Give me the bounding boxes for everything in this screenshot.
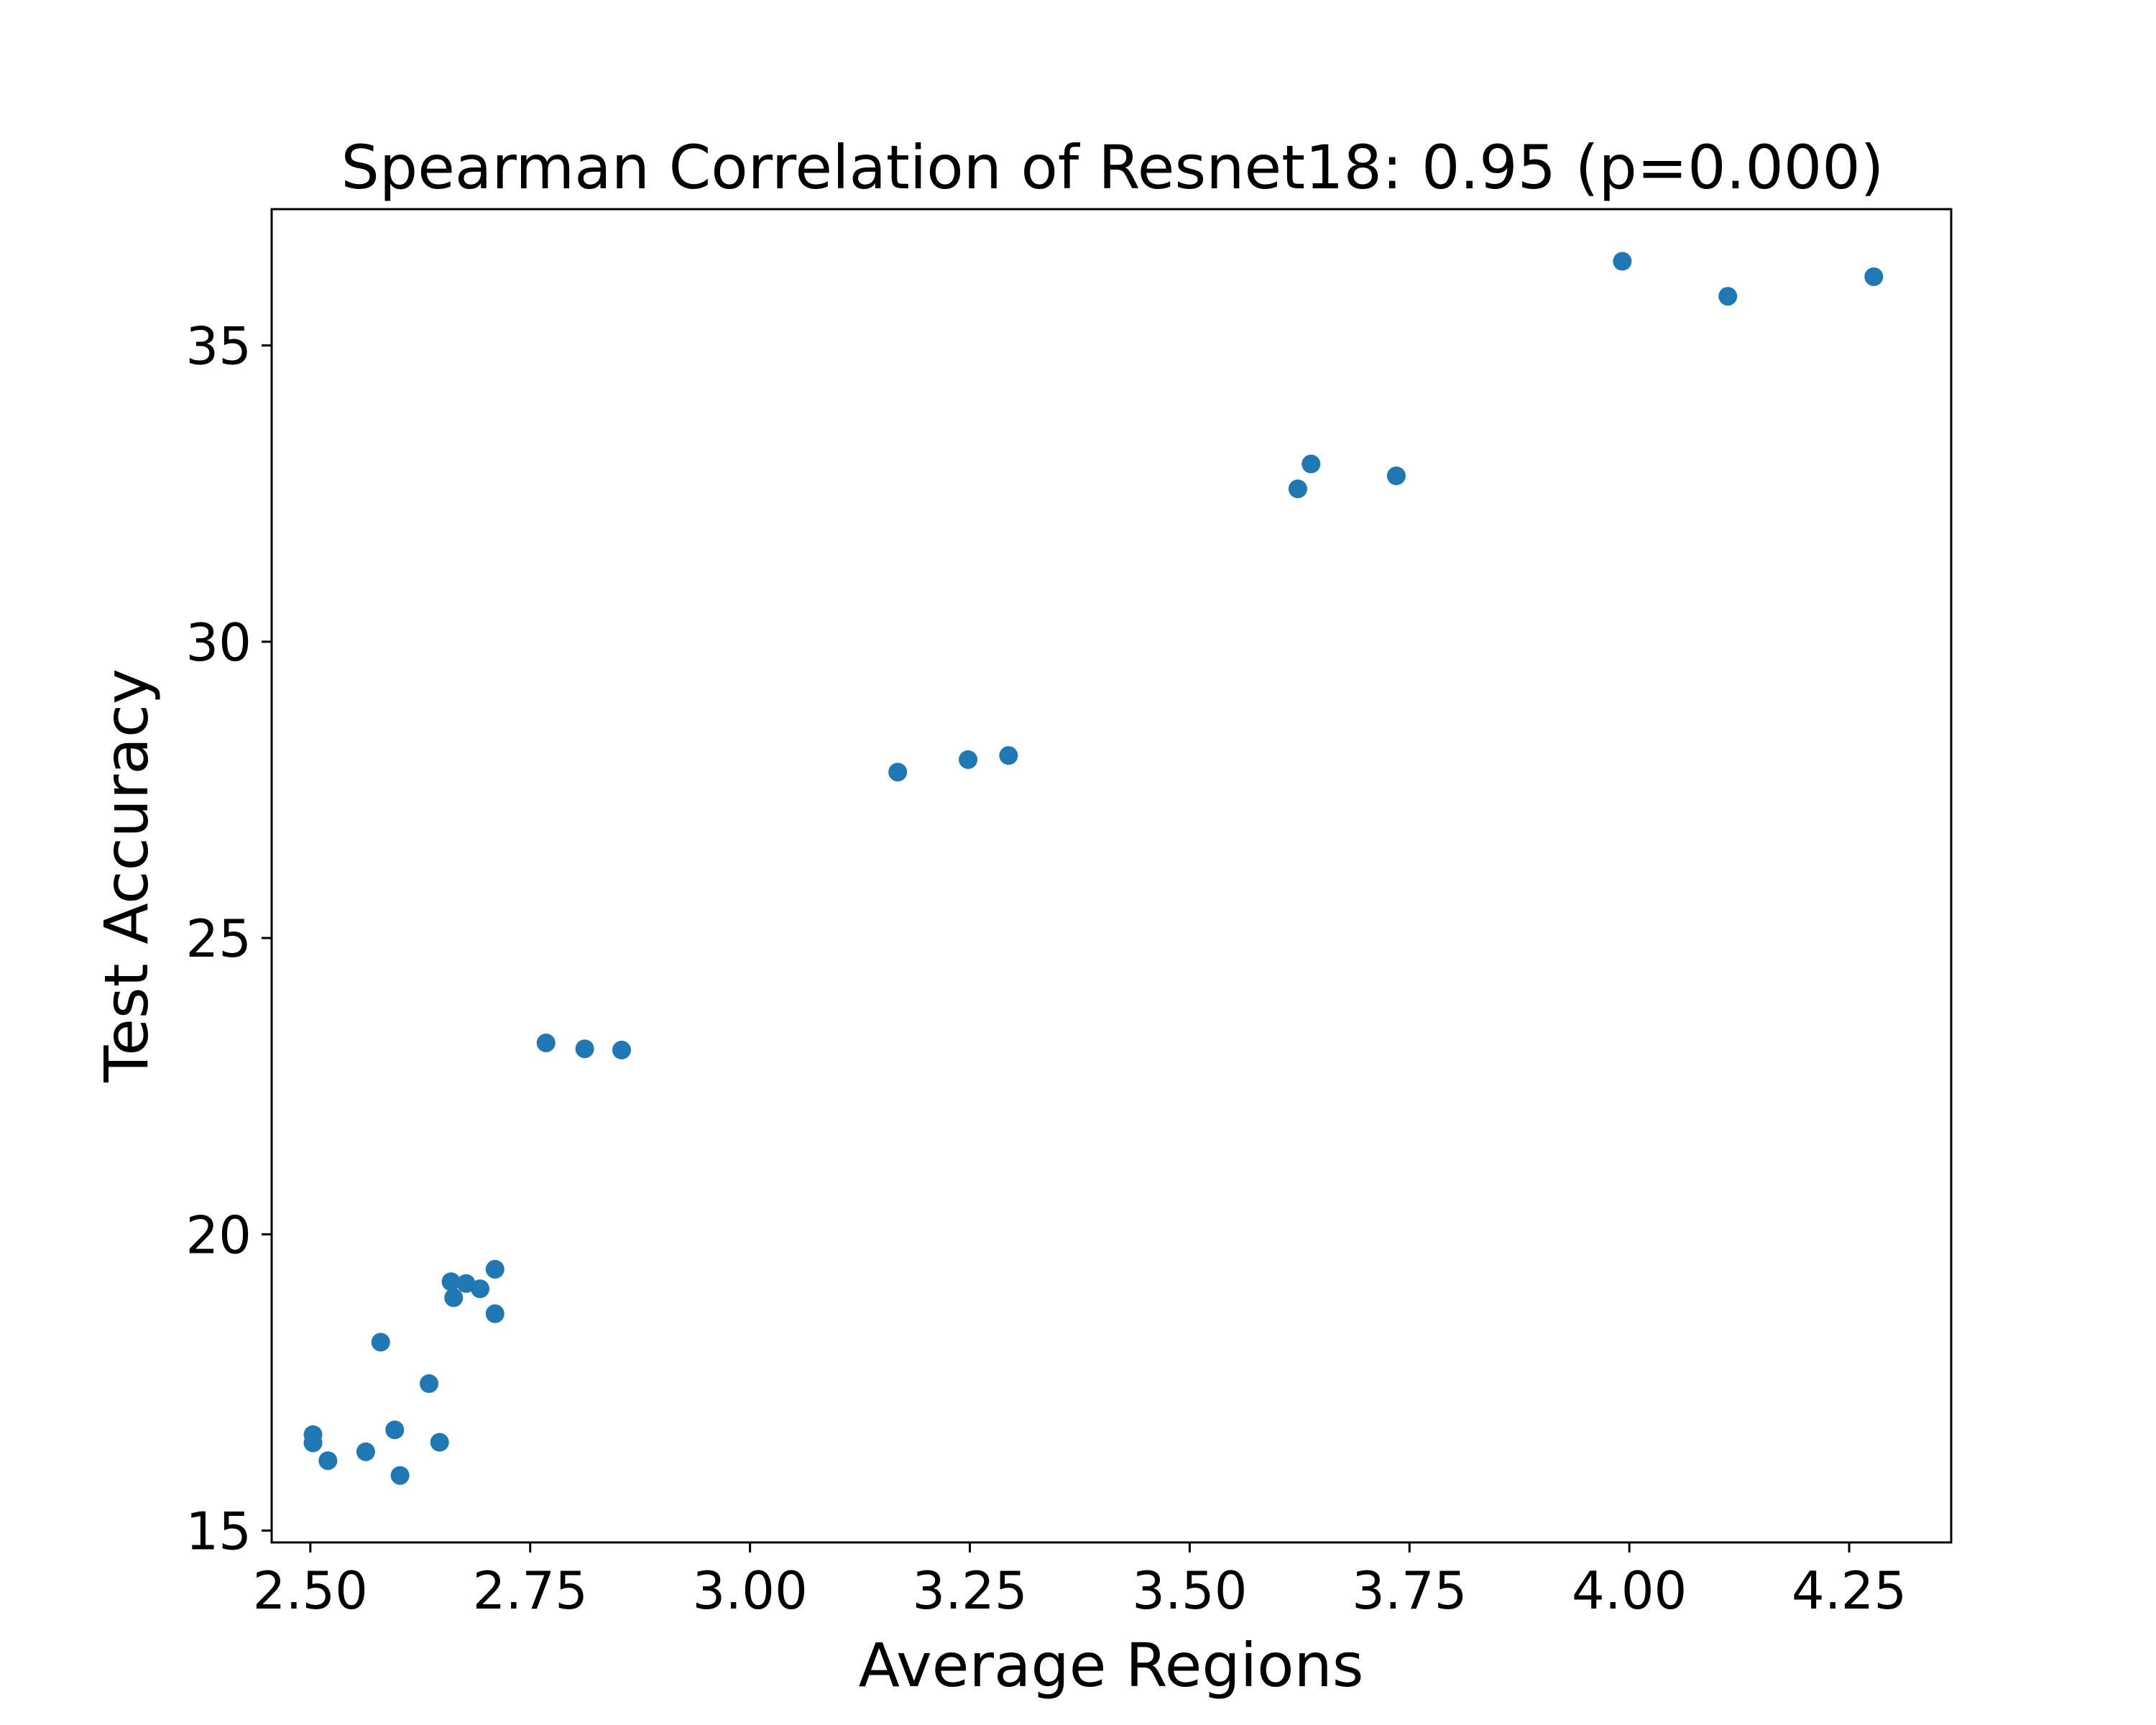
scatter-point (303, 1433, 323, 1453)
scatter-point (1288, 479, 1307, 499)
plot-frame (270, 208, 1953, 1544)
x-tick-label: 3.50 (1132, 1560, 1247, 1621)
y-tick-label: 15 (185, 1501, 252, 1562)
scatter-point (456, 1274, 476, 1293)
scatter-point (575, 1039, 594, 1059)
scatter-point (485, 1304, 505, 1323)
scatter-point (470, 1279, 489, 1299)
scatter-point (371, 1333, 390, 1352)
scatter-point (1386, 466, 1406, 485)
chart-title: Spearman Correlation of Resnet18: 0.95 (… (341, 132, 1884, 203)
x-axis-label: Average Regions (859, 1630, 1364, 1701)
scatter-point (485, 1259, 505, 1279)
scatter-point (444, 1288, 464, 1307)
scatter-point (612, 1040, 631, 1059)
scatter-point (420, 1374, 439, 1394)
data-points (303, 252, 1884, 1485)
scatter-point (536, 1033, 556, 1052)
scatter-point (999, 746, 1018, 765)
scatter-point (1302, 454, 1321, 474)
x-tick-label: 4.25 (1792, 1560, 1907, 1621)
scatter-point (318, 1451, 338, 1471)
scatter-point (385, 1420, 405, 1440)
x-tick-label: 3.25 (912, 1560, 1027, 1621)
scatter-point (390, 1466, 410, 1485)
x-tick-label: 2.75 (473, 1560, 588, 1621)
y-axis-label: Test Accuracy (91, 668, 162, 1083)
y-tick-label: 35 (185, 316, 252, 377)
scatter-point (356, 1442, 375, 1461)
scatter-point (888, 763, 908, 782)
scatter-point (430, 1432, 449, 1452)
scatter-point (1864, 267, 1884, 286)
x-tick-label: 3.75 (1352, 1560, 1467, 1621)
y-tick-label: 30 (185, 612, 252, 673)
scatter-point (1613, 252, 1632, 271)
y-tick-label: 25 (185, 908, 252, 969)
scatter-point (1718, 287, 1738, 306)
x-tick-label: 3.00 (692, 1560, 807, 1621)
x-axis-ticks: 2.50 2.75 3.00 3.25 3.50 3.75 4.00 4.25 (253, 1542, 1907, 1621)
y-axis-ticks: 15 20 25 30 35 (185, 316, 272, 1562)
scatter-point (441, 1272, 461, 1292)
scatter-point (959, 750, 978, 769)
y-tick-label: 20 (185, 1205, 252, 1265)
x-tick-label: 2.50 (253, 1560, 368, 1621)
x-tick-label: 4.00 (1572, 1560, 1687, 1621)
